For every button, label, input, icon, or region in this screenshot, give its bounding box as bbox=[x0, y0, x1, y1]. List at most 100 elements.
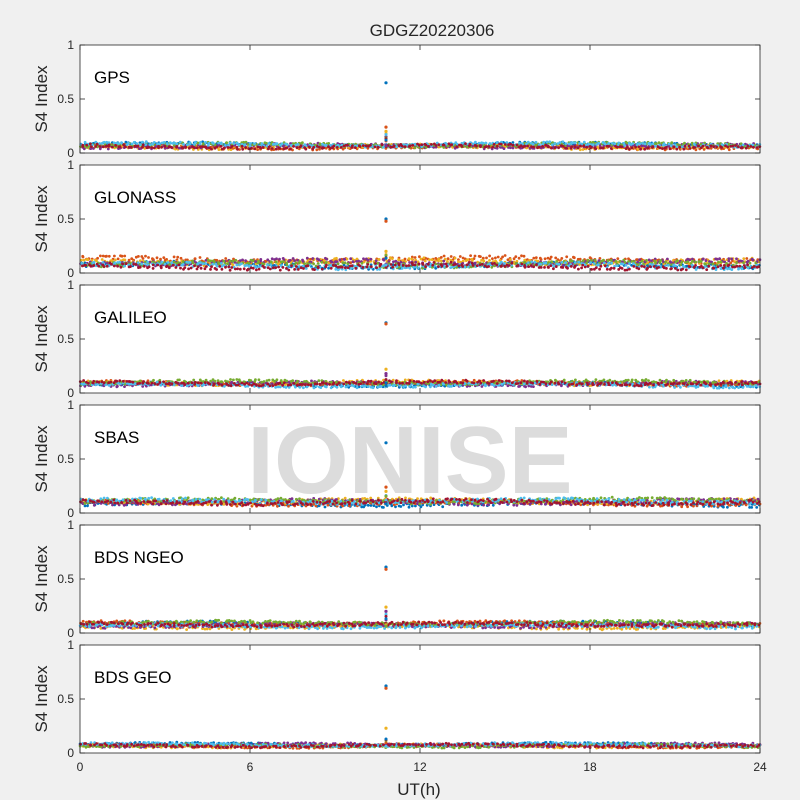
data-point bbox=[495, 263, 499, 267]
data-point bbox=[238, 267, 242, 271]
data-point bbox=[446, 257, 450, 261]
data-point bbox=[547, 145, 550, 149]
data-point bbox=[244, 146, 248, 150]
data-point bbox=[140, 262, 144, 266]
data-point bbox=[285, 146, 289, 150]
data-point bbox=[630, 378, 634, 382]
data-point bbox=[376, 146, 380, 149]
data-point bbox=[253, 147, 257, 151]
data-point bbox=[288, 258, 292, 262]
data-point bbox=[257, 267, 261, 271]
data-point bbox=[475, 264, 479, 267]
y-tick-label: 0.5 bbox=[57, 212, 74, 226]
data-point bbox=[582, 144, 586, 148]
data-point bbox=[749, 145, 753, 148]
data-point bbox=[354, 266, 358, 270]
data-point bbox=[195, 146, 199, 150]
data-point bbox=[620, 145, 623, 149]
data-point bbox=[534, 256, 538, 259]
data-point bbox=[219, 144, 223, 148]
data-point bbox=[426, 145, 430, 148]
data-point bbox=[224, 265, 227, 269]
data-point bbox=[278, 268, 282, 272]
data-point bbox=[251, 266, 255, 270]
data-point bbox=[648, 143, 652, 146]
data-point bbox=[638, 142, 642, 146]
data-point bbox=[111, 145, 114, 149]
data-point bbox=[541, 145, 544, 148]
data-point bbox=[192, 378, 196, 382]
data-point bbox=[217, 141, 221, 145]
data-point bbox=[526, 140, 530, 144]
data-point bbox=[431, 263, 435, 267]
data-point bbox=[159, 257, 162, 261]
data-point bbox=[324, 146, 328, 150]
data-point bbox=[674, 264, 677, 268]
data-point bbox=[532, 145, 535, 149]
data-point bbox=[215, 258, 219, 262]
data-point bbox=[332, 144, 336, 148]
data-point bbox=[580, 266, 583, 270]
data-point bbox=[736, 145, 740, 149]
data-point bbox=[585, 261, 588, 265]
data-point bbox=[465, 263, 469, 267]
data-point bbox=[330, 260, 334, 264]
data-point bbox=[317, 379, 321, 383]
data-point bbox=[421, 263, 425, 266]
data-point bbox=[617, 141, 621, 145]
data-point bbox=[642, 265, 646, 268]
data-point bbox=[259, 258, 263, 261]
data-point bbox=[312, 145, 316, 149]
data-point bbox=[657, 266, 660, 269]
data-point bbox=[735, 257, 738, 261]
data-point bbox=[644, 378, 648, 381]
data-point bbox=[366, 146, 370, 150]
data-point bbox=[188, 261, 192, 264]
data-point bbox=[119, 265, 123, 269]
data-point bbox=[218, 265, 222, 268]
data-point bbox=[160, 145, 164, 149]
data-point bbox=[89, 264, 93, 268]
data-point bbox=[527, 265, 531, 268]
data-point bbox=[230, 266, 234, 269]
data-point bbox=[491, 145, 495, 149]
data-point bbox=[181, 146, 185, 150]
data-point bbox=[480, 385, 484, 388]
data-point bbox=[181, 263, 185, 266]
data-point bbox=[726, 145, 730, 149]
data-point bbox=[171, 263, 175, 267]
data-point bbox=[426, 262, 430, 266]
data-point bbox=[718, 257, 721, 261]
data-point bbox=[602, 258, 605, 262]
data-point bbox=[116, 264, 119, 268]
data-point bbox=[224, 257, 228, 260]
data-point bbox=[296, 379, 299, 383]
data-point bbox=[573, 261, 577, 264]
data-point bbox=[193, 264, 196, 268]
data-point bbox=[118, 145, 122, 149]
data-point bbox=[209, 268, 212, 271]
data-point bbox=[269, 263, 273, 267]
data-point bbox=[457, 264, 461, 268]
data-point bbox=[684, 268, 688, 272]
data-point bbox=[626, 378, 630, 382]
data-point bbox=[592, 262, 596, 265]
data-point bbox=[535, 263, 538, 267]
data-point bbox=[289, 147, 292, 151]
data-point bbox=[241, 258, 244, 262]
data-point bbox=[188, 141, 192, 145]
data-point bbox=[268, 267, 272, 271]
data-point bbox=[694, 260, 697, 264]
spike-point bbox=[384, 81, 388, 85]
data-point bbox=[176, 255, 180, 259]
data-point bbox=[377, 258, 381, 261]
data-point bbox=[603, 264, 607, 268]
data-point bbox=[207, 141, 211, 145]
data-point bbox=[116, 384, 119, 388]
data-point bbox=[331, 263, 335, 267]
data-point bbox=[99, 254, 102, 258]
data-point bbox=[693, 142, 696, 146]
data-point bbox=[335, 380, 338, 384]
data-point bbox=[269, 260, 273, 264]
data-point bbox=[241, 147, 245, 151]
